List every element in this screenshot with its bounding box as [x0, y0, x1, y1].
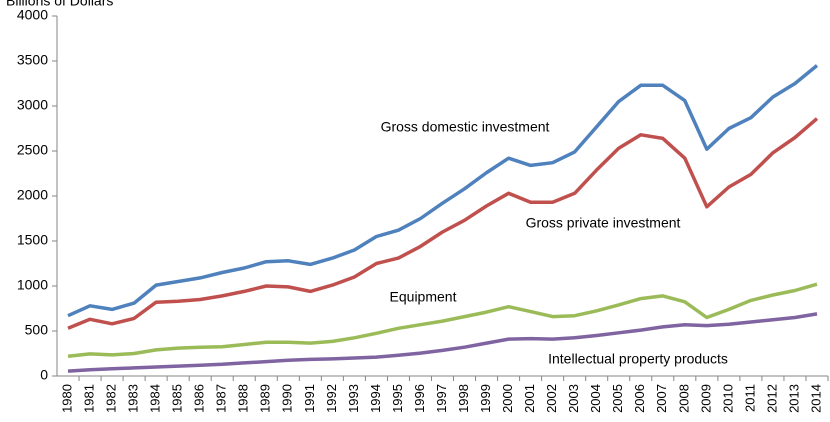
- x-tick-label: 2005: [610, 384, 625, 413]
- y-tick-label: 2000: [17, 187, 48, 203]
- y-tick-label: 1000: [17, 277, 48, 293]
- x-tick-label: 2007: [654, 384, 669, 413]
- series-line: [67, 64, 819, 318]
- x-tick-label: 1989: [258, 384, 273, 413]
- series-label: Gross domestic investment: [381, 119, 550, 135]
- y-tick-label: 1500: [17, 232, 48, 248]
- y-tick-label: 2500: [17, 142, 48, 158]
- series-label: Intellectual property products: [548, 351, 728, 367]
- x-tick-label: 1988: [236, 384, 251, 413]
- y-axis-label: Billions of Dollars: [6, 0, 113, 9]
- y-tick-label: 3500: [17, 52, 48, 68]
- x-tick-label: 1990: [280, 384, 295, 413]
- series-label: Equipment: [390, 289, 457, 305]
- x-tick-label: 1984: [148, 384, 163, 413]
- x-tick-label: 1987: [214, 384, 229, 413]
- x-tick-label: 2008: [676, 384, 691, 413]
- x-tick-label: 2001: [522, 384, 537, 413]
- x-tick-label: 1995: [390, 384, 405, 413]
- x-tick-label: 1996: [412, 384, 427, 413]
- x-tick-label: 2003: [566, 384, 581, 413]
- x-tick-label: 2013: [786, 384, 801, 413]
- series-label: Gross private investment: [526, 215, 681, 231]
- y-tick-label: 500: [25, 322, 49, 338]
- x-tick-label: 1983: [126, 384, 141, 413]
- x-tick-label: 1986: [192, 384, 207, 413]
- x-tick-label: 1982: [104, 384, 119, 413]
- x-tick-label: 1980: [59, 384, 74, 413]
- x-tick-label: 1999: [478, 384, 493, 413]
- y-tick-label: 0: [40, 367, 48, 383]
- series-line: [67, 282, 818, 358]
- x-tick-label: 2010: [720, 384, 735, 413]
- x-tick-label: 1985: [170, 384, 185, 413]
- x-tick-label: 2000: [500, 384, 515, 413]
- x-tick-label: 2006: [632, 384, 647, 413]
- y-tick-label: 3000: [17, 97, 48, 113]
- x-tick-label: 1981: [81, 384, 96, 413]
- x-tick-label: 1998: [456, 384, 471, 413]
- x-tick-label: 1997: [434, 384, 449, 413]
- x-tick-label: 2011: [742, 384, 757, 412]
- x-tick-label: 1993: [346, 384, 361, 413]
- x-tick-label: 1992: [324, 384, 339, 413]
- x-tick-label: 2014: [808, 384, 823, 413]
- x-tick-label: 1994: [368, 384, 383, 413]
- x-tick-label: 2012: [764, 384, 779, 413]
- series-line: [67, 117, 819, 330]
- x-tick-label: 2002: [544, 384, 559, 413]
- x-tick-label: 1991: [302, 384, 317, 413]
- series-line: [67, 312, 818, 373]
- x-tick-label: 2009: [698, 384, 713, 413]
- x-tick-label: 2004: [588, 384, 603, 413]
- y-tick-label: 4000: [17, 7, 48, 23]
